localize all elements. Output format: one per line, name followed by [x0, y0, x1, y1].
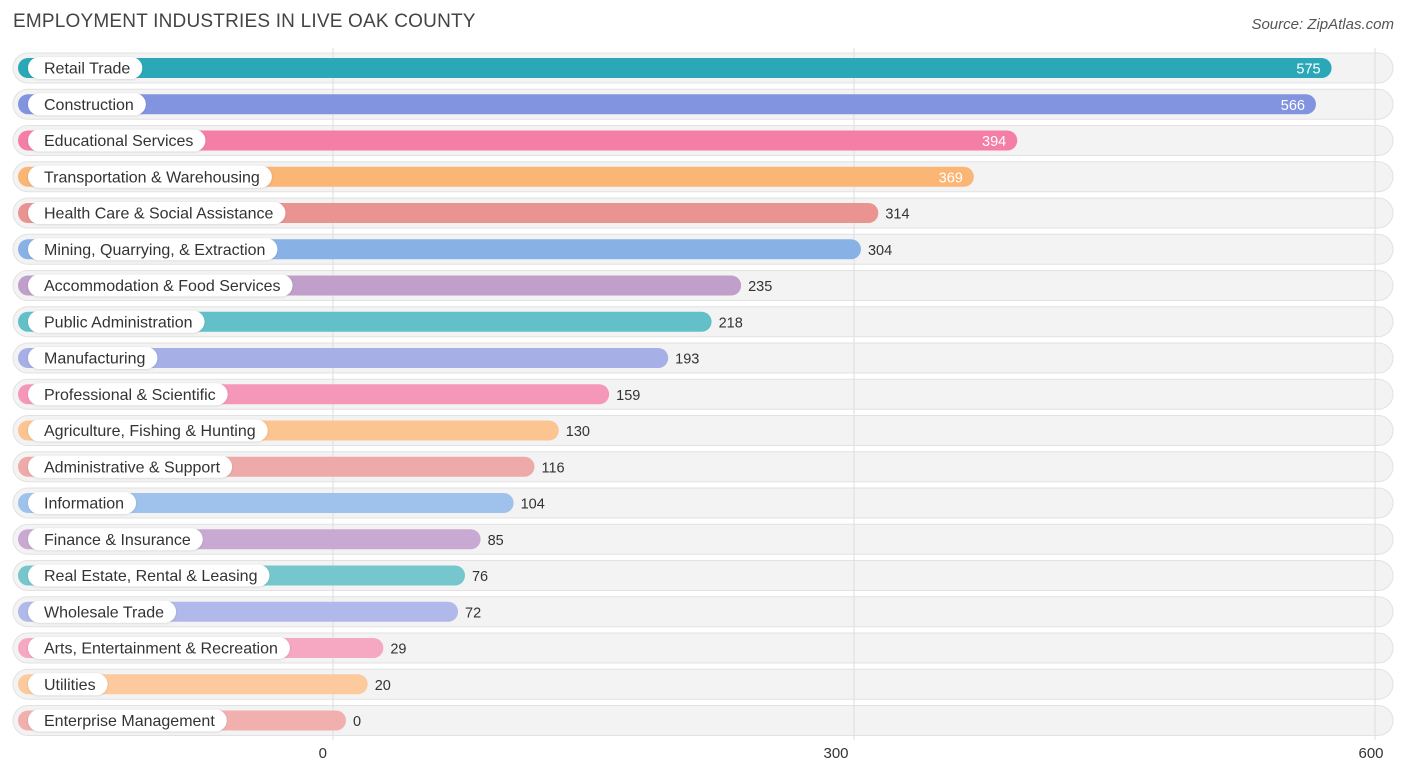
- tick-label-300: 300: [823, 745, 848, 762]
- bar-label-utilities: Utilities: [44, 677, 96, 694]
- bar-label-enterprise-management: Enterprise Management: [44, 713, 215, 730]
- label-pill-wholesale-trade: [28, 600, 177, 623]
- value-label-educational-services: 394: [982, 134, 1006, 150]
- value-label-mining-quarrying-and-extraction: 304: [868, 243, 892, 259]
- bar-manufacturing: [18, 348, 669, 368]
- value-label-utilities: 20: [375, 678, 391, 694]
- value-label-professional-and-scientific: 159: [616, 388, 640, 404]
- bar-label-real-estate-rental-and-leasing: Real Estate, Rental & Leasing: [44, 568, 257, 585]
- label-pill-agriculture-fishing-and-hunting: [28, 419, 268, 442]
- value-label-administrative-and-support: 116: [541, 460, 564, 476]
- label-pill-accommodation-and-food-services: [28, 274, 293, 297]
- chart-title: EMPLOYMENT INDUSTRIES IN LIVE OAK COUNTY: [13, 11, 476, 32]
- value-label-transportation-and-warehousing: 369: [939, 170, 963, 186]
- label-pill-transportation-and-warehousing: [28, 165, 272, 188]
- bar-label-administrative-and-support: Administrative & Support: [44, 459, 221, 476]
- bar-label-professional-and-scientific: Professional & Scientific: [44, 387, 216, 404]
- bar-label-transportation-and-warehousing: Transportation & Warehousing: [44, 169, 260, 186]
- bar-label-construction: Construction: [44, 97, 134, 114]
- value-label-accommodation-and-food-services: 235: [748, 279, 772, 295]
- value-label-retail-trade: 575: [1296, 62, 1320, 78]
- label-pill-enterprise-management: [28, 709, 227, 732]
- value-label-information: 104: [521, 497, 545, 513]
- bar-retail-trade: [18, 58, 1332, 78]
- bar-label-finance-and-insurance: Finance & Insurance: [44, 532, 191, 549]
- value-label-agriculture-fishing-and-hunting: 130: [566, 424, 590, 440]
- bar-label-arts-entertainment-and-recreation: Arts, Entertainment & Recreation: [44, 641, 278, 658]
- bar-construction: [18, 94, 1316, 115]
- label-pill-arts-entertainment-and-recreation: [28, 637, 290, 659]
- label-pill-information: [28, 492, 137, 514]
- value-label-public-administration: 218: [719, 315, 743, 331]
- bar-label-educational-services: Educational Services: [44, 133, 193, 150]
- label-pill-mining-quarrying-and-extraction: [28, 238, 278, 261]
- bar-label-mining-quarrying-and-extraction: Mining, Quarrying, & Extraction: [44, 242, 265, 259]
- value-label-manufacturing: 193: [675, 352, 699, 368]
- tick-label-0: 0: [319, 745, 327, 762]
- bar-label-wholesale-trade: Wholesale Trade: [44, 604, 164, 621]
- bar-label-information: Information: [44, 496, 124, 513]
- label-pill-public-administration: [28, 310, 205, 333]
- x-axis-ticks: 0 300 600: [319, 745, 1384, 762]
- value-label-enterprise-management: 0: [353, 714, 361, 730]
- value-label-arts-entertainment-and-recreation: 29: [390, 642, 406, 658]
- bar-label-accommodation-and-food-services: Accommodation & Food Services: [44, 278, 281, 295]
- bar-label-public-administration: Public Administration: [44, 314, 193, 331]
- bar-label-retail-trade: Retail Trade: [44, 61, 130, 78]
- label-pill-construction: [28, 93, 146, 116]
- bar-label-health-care-and-social-assistance: Health Care & Social Assistance: [44, 206, 274, 223]
- bar-educational-services: [18, 130, 1018, 151]
- label-pill-professional-and-scientific: [28, 383, 228, 406]
- bar-label-agriculture-fishing-and-hunting: Agriculture, Fishing & Hunting: [44, 423, 256, 440]
- label-pill-health-care-and-social-assistance: [28, 202, 286, 224]
- label-pill-manufacturing: [28, 347, 158, 369]
- bar-information: [18, 493, 514, 513]
- label-pill-utilities: [28, 673, 108, 696]
- label-pill-finance-and-insurance: [28, 528, 203, 551]
- label-pill-real-estate-rental-and-leasing: [28, 564, 270, 587]
- track-enterprise-management: [12, 705, 1394, 736]
- value-label-health-care-and-social-assistance: 314: [885, 207, 909, 223]
- value-label-real-estate-rental-and-leasing: 76: [472, 569, 488, 585]
- value-label-finance-and-insurance: 85: [488, 533, 504, 549]
- value-label-wholesale-trade: 72: [465, 605, 481, 621]
- bar-label-manufacturing: Manufacturing: [44, 351, 145, 368]
- bars: Retail Trade 575 Construction 566 Educationa…: [18, 57, 1332, 732]
- value-label-construction: 566: [1281, 98, 1305, 114]
- label-pill-retail-trade: [28, 57, 143, 79]
- label-pill-administrative-and-support: [28, 455, 233, 478]
- label-pill-educational-services: [28, 129, 206, 152]
- tick-label-600: 600: [1358, 745, 1383, 762]
- chart-source: Source: ZipAtlas.com: [1251, 16, 1394, 33]
